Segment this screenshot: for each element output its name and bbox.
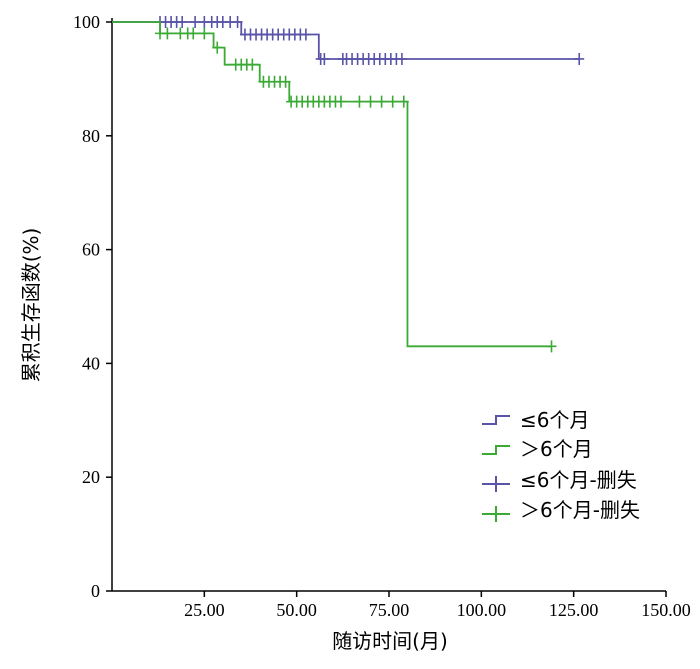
censor-mark-gt6 <box>354 95 365 108</box>
censor-mark-gt6 <box>365 95 376 108</box>
legend: ≤6个月 ＞6个月 ≤6个月-删失 ＞6个月-删失 <box>482 408 640 522</box>
y-ticks: 0 20 40 60 80 100 <box>73 12 112 601</box>
x-tick-label: 150.00 <box>641 600 691 620</box>
censor-mark-gt6 <box>188 27 199 40</box>
x-tick-label: 100.00 <box>457 600 507 620</box>
legend-censor-icon-gt6 <box>482 506 510 522</box>
censor-mark-le6 <box>574 52 585 65</box>
legend-item-le6-censor: ≤6个月-删失 <box>482 468 637 492</box>
censor-mark-le6 <box>177 16 188 28</box>
y-tick-label: 80 <box>82 126 100 146</box>
censor-mark-gt6 <box>335 95 346 108</box>
y-tick-label: 0 <box>91 581 100 601</box>
legend-item-le6-step: ≤6个月 <box>482 408 589 432</box>
censor-mark-le6 <box>396 52 407 65</box>
x-tick-label: 125.00 <box>549 600 599 620</box>
x-axis-title: 随访时间(月) <box>332 629 448 653</box>
censor-mark-gt6 <box>280 75 291 88</box>
legend-label-le6: ≤6个月 <box>520 408 589 432</box>
y-tick-label: 100 <box>73 12 100 32</box>
y-tick-label: 60 <box>82 240 100 260</box>
legend-step-icon-gt6 <box>482 445 510 455</box>
legend-label-gt6: ＞6个月 <box>520 437 593 461</box>
y-tick-label: 40 <box>82 353 100 373</box>
x-tick-label: 75.00 <box>369 600 410 620</box>
x-ticks: 25.00 50.00 75.00 100.00 125.00 150.00 <box>184 591 691 620</box>
censor-mark-gt6 <box>212 41 223 54</box>
censor-mark-gt6 <box>387 95 398 108</box>
x-tick-label: 50.00 <box>276 600 317 620</box>
censor-mark-gt6 <box>162 27 173 40</box>
legend-label-le6-censored: ≤6个月-删失 <box>520 468 637 492</box>
censor-mark-gt6 <box>546 340 557 353</box>
legend-step-icon-le6 <box>482 415 510 425</box>
censor-mark-gt6 <box>199 27 210 40</box>
censor-mark-gt6 <box>398 95 409 108</box>
y-axis-title: 累积生存函数(%) <box>19 228 43 383</box>
censor-mark-le6 <box>300 28 311 41</box>
censor-mark-le6 <box>232 16 243 28</box>
legend-item-gt6-censor: ＞6个月-删失 <box>482 498 640 522</box>
censor-mark-gt6 <box>376 95 387 108</box>
survival-curve-gt6 <box>112 21 552 348</box>
y-tick-label: 20 <box>82 467 100 487</box>
legend-censor-icon-le6 <box>482 476 510 492</box>
legend-label-gt6-censored: ＞6个月-删失 <box>520 498 640 522</box>
legend-item-gt6-step: ＞6个月 <box>482 437 593 461</box>
censor-mark-le6 <box>190 16 201 28</box>
x-tick-label: 25.00 <box>184 600 225 620</box>
censor-mark-le6 <box>319 52 330 65</box>
censor-mark-gt6 <box>247 58 258 71</box>
series-layer <box>112 16 585 353</box>
